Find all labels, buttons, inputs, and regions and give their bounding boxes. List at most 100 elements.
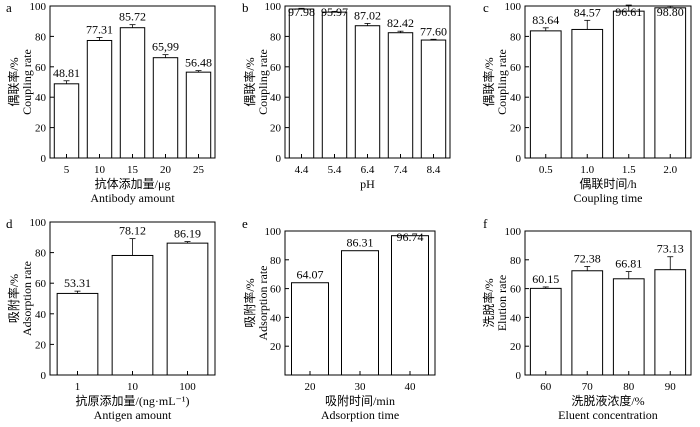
y-tick-label: 100 xyxy=(505,226,522,238)
y-axis-label-en: Coupling rate xyxy=(256,49,270,115)
data-label: 64.07 xyxy=(297,268,324,282)
y-tick-label: 20 xyxy=(510,123,522,135)
data-label: 82.42 xyxy=(387,16,414,30)
data-label: 77.31 xyxy=(86,22,113,36)
y-axis-label-cn: 洗脱率/% xyxy=(481,278,496,327)
y-tick-label: 20 xyxy=(270,341,282,353)
data-label: 56.48 xyxy=(185,56,212,70)
data-label: 60.15 xyxy=(532,272,559,286)
bar xyxy=(612,10,645,159)
x-tick-label: 5 xyxy=(64,164,70,176)
bar xyxy=(166,242,209,376)
x-tick-label: 8.4 xyxy=(427,164,441,176)
y-tick-label: 100 xyxy=(30,217,47,229)
x-axis-label-en: Coupling time xyxy=(574,191,643,205)
x-tick-label: 7.4 xyxy=(394,164,408,176)
y-tick-label: 80 xyxy=(35,31,47,43)
x-tick-label: 25 xyxy=(193,164,205,176)
y-tick-label: 100 xyxy=(265,226,282,238)
data-label: 72.38 xyxy=(574,251,601,265)
data-label: 95.97 xyxy=(321,5,348,19)
x-tick-label: 10 xyxy=(127,381,139,393)
y-axis-label-en: Coupling rate xyxy=(495,49,509,115)
y-tick-label: 20 xyxy=(35,339,47,351)
bar xyxy=(529,287,562,376)
bar xyxy=(420,39,447,159)
data-label: 97.98 xyxy=(288,5,315,19)
y-tick-label: 0 xyxy=(516,153,522,165)
x-axis-label-en: Eluent concentration xyxy=(558,408,658,422)
y-tick-label: 20 xyxy=(510,341,522,353)
chart-panel-f: f 0 20 40 60 80 100 60 60.15 70 72.38 80 66.81 90 73.1… xyxy=(481,216,692,422)
x-axis-label-en: pH xyxy=(360,177,375,191)
bar xyxy=(53,83,80,159)
axis-frame xyxy=(524,5,692,159)
y-axis-label-cn: 吸附率/% xyxy=(242,278,257,327)
y-tick-label: 60 xyxy=(35,62,47,74)
x-tick-label: 6.4 xyxy=(361,164,375,176)
data-label: 86.19 xyxy=(174,227,201,241)
data-label: 84.57 xyxy=(574,5,601,19)
bar xyxy=(119,27,146,159)
y-tick-label: 60 xyxy=(510,284,522,296)
y-tick-label: 100 xyxy=(505,1,522,13)
chart-panel-b: b 0 20 40 60 80 100 4.4 97.98 5.4 95.97 6.4 87.02 7.4… xyxy=(242,0,451,191)
y-tick-label: 60 xyxy=(35,278,47,290)
bar xyxy=(654,269,687,376)
bar xyxy=(612,278,645,376)
data-label: 78.12 xyxy=(119,224,146,238)
y-tick-label: 40 xyxy=(510,312,522,324)
bar xyxy=(288,8,315,159)
y-tick-label: 40 xyxy=(510,92,522,104)
data-label: 98.80 xyxy=(657,5,684,19)
panel-label: b xyxy=(242,0,249,15)
y-tick-label: 20 xyxy=(35,123,47,135)
data-label: 66.81 xyxy=(615,257,642,271)
x-tick-label: 1.0 xyxy=(580,164,594,176)
y-tick-label: 80 xyxy=(510,31,522,43)
y-tick-label: 40 xyxy=(35,92,47,104)
bar xyxy=(86,39,113,159)
bar xyxy=(571,270,604,376)
x-tick-label: 5.4 xyxy=(328,164,342,176)
x-tick-label: 40 xyxy=(405,381,417,393)
y-tick-label: 0 xyxy=(516,370,522,382)
x-tick-label: 2.0 xyxy=(663,164,677,176)
bar xyxy=(654,7,687,159)
data-label: 85.72 xyxy=(119,10,146,24)
chart-panel-e: e 20 40 60 80 100 20 64.07 30 86.31 40 96.74 吸附时间/mi… xyxy=(242,216,436,422)
y-axis-label-cn: 偶联率/% xyxy=(242,57,257,106)
panel-label: e xyxy=(242,216,248,231)
x-tick-label: 80 xyxy=(623,381,635,393)
axis-frame xyxy=(524,230,692,376)
y-tick-label: 80 xyxy=(510,255,522,267)
x-tick-label: 1 xyxy=(75,381,81,393)
y-tick-label: 40 xyxy=(270,92,282,104)
panel-label: f xyxy=(483,216,488,231)
x-axis-label-cn: 吸附时间/min xyxy=(325,394,395,408)
bar xyxy=(111,254,154,376)
y-tick-label: 60 xyxy=(270,62,282,74)
bar xyxy=(152,57,179,159)
x-tick-label: 15 xyxy=(127,164,139,176)
chart-panel-a: a 0 20 40 60 80 100 5 48.81 10 77.31 15 85.72 20 65,99… xyxy=(6,0,216,205)
data-label: 65,99 xyxy=(152,40,179,54)
bar xyxy=(291,282,329,376)
x-tick-label: 20 xyxy=(305,381,317,393)
y-axis-label-cn: 偶联率/% xyxy=(6,57,21,106)
y-tick-label: 100 xyxy=(30,1,47,13)
data-label: 83.64 xyxy=(532,13,559,27)
x-tick-label: 0.5 xyxy=(539,164,553,176)
data-label: 77.60 xyxy=(420,24,447,38)
bar xyxy=(185,71,212,159)
panel-label: a xyxy=(6,0,12,15)
bar xyxy=(354,25,381,159)
x-tick-label: 90 xyxy=(665,381,677,393)
y-tick-label: 40 xyxy=(35,309,47,321)
x-axis-label-cn: 抗体添加量/μg xyxy=(95,176,171,191)
bar xyxy=(56,292,99,376)
y-tick-label: 40 xyxy=(270,312,282,324)
x-tick-label: 60 xyxy=(540,381,552,393)
y-tick-label: 80 xyxy=(35,248,47,260)
